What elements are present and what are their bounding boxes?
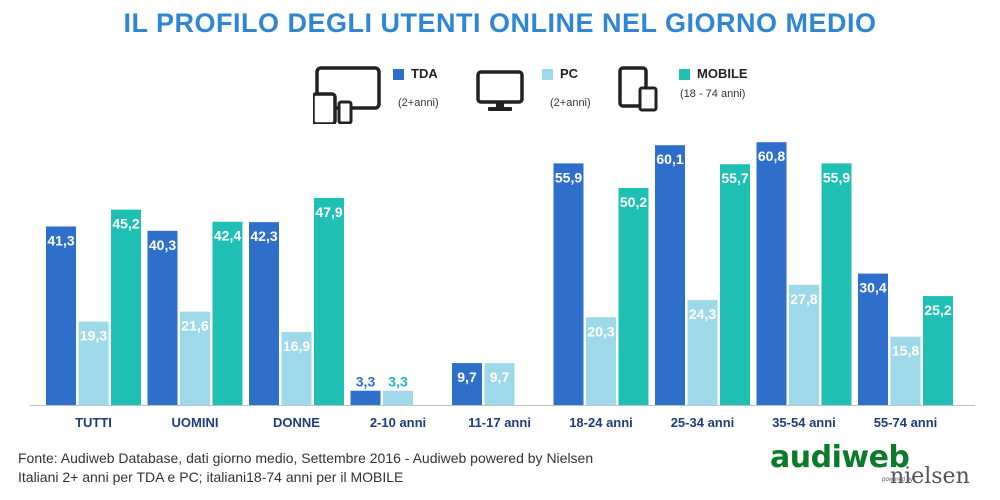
bar-mobile-0 [111, 209, 141, 405]
bar-tda-3 [350, 390, 381, 405]
data-label-tda-3: 3,3 [356, 374, 376, 390]
data-label-pc-7: 27,8 [790, 291, 817, 307]
bar-pc-3 [383, 390, 413, 405]
legend-label-mobile: MOBILE [697, 66, 748, 81]
logo-powered-by: powered by [882, 477, 914, 483]
data-label-tda-0: 41,3 [47, 232, 74, 248]
data-label-pc-1: 21,6 [181, 318, 208, 334]
bar-tda-1 [147, 230, 178, 405]
category-label-6: 25-34 anni [671, 415, 735, 430]
data-label-tda-7: 60,8 [758, 148, 785, 164]
data-label-tda-2: 42,3 [250, 228, 277, 244]
category-label-0: TUTTI [75, 415, 112, 430]
data-label-mobile-1: 42,4 [214, 228, 241, 244]
bar-mobile-8 [923, 296, 953, 405]
category-label-7: 35-54 anni [772, 415, 836, 430]
bar-mobile-1 [212, 221, 243, 405]
bar-tda-2 [249, 222, 279, 405]
data-label-mobile-6: 55,7 [721, 170, 748, 186]
source-line-2: Italiani 2+ anni per TDA e PC; italiani1… [18, 469, 404, 485]
bar-mobile-5 [618, 188, 649, 405]
audiweb-logo-text: audiweb [770, 440, 910, 475]
bar-pc-5 [586, 317, 616, 405]
bar-tda-5 [553, 163, 584, 405]
bar-mobile-2 [314, 197, 344, 405]
tablet-phone-icon [618, 66, 658, 112]
source-note: Fonte: Audiweb Database, dati giorno med… [18, 449, 593, 487]
category-label-2: DONNE [273, 415, 320, 430]
data-label-pc-4: 9,7 [490, 369, 510, 385]
bar-pc-0 [78, 321, 109, 405]
legend-sub-tda: (2+anni) [398, 97, 439, 109]
bar-mobile-6 [720, 164, 750, 405]
bar-pc-2 [281, 331, 312, 405]
data-label-mobile-8: 25,2 [924, 302, 951, 318]
data-label-pc-8: 15,8 [892, 343, 919, 359]
bar-pc-7 [789, 284, 819, 405]
bar-tda-7 [756, 142, 787, 405]
legend-sub-pc: (2+anni) [550, 97, 591, 109]
category-label-8: 55-74 anni [874, 415, 938, 430]
data-label-mobile-5: 50,2 [620, 194, 647, 210]
legend: TDA (2+anni) PC (2+anni) MOBILE (18 - 74… [0, 0, 1000, 130]
bar-pc-8 [890, 336, 921, 405]
data-label-pc-5: 20,3 [587, 323, 614, 339]
category-label-4: 11-17 anni [468, 415, 531, 430]
bar-tda-4 [452, 363, 482, 405]
bar-tda-6 [655, 145, 685, 406]
source-line-1: Fonte: Audiweb Database, dati giorno med… [18, 450, 594, 466]
audiweb-nielsen-logo: audiweb powered by nielsen [770, 440, 985, 495]
monitor-icon [476, 70, 524, 111]
category-label-3: 2-10 anni [370, 415, 426, 430]
data-label-tda-5: 55,9 [555, 169, 582, 185]
data-label-mobile-7: 55,9 [823, 169, 850, 185]
bar-pc-4 [484, 363, 515, 405]
data-label-pc-0: 19,3 [80, 328, 107, 344]
bar-mobile-7 [821, 163, 852, 405]
data-label-tda-8: 30,4 [859, 280, 886, 296]
data-label-tda-1: 40,3 [149, 237, 176, 253]
legend-label-pc: PC [560, 66, 579, 81]
legend-swatch-pc [542, 69, 553, 80]
legend-sub-mobile: (18 - 74 anni) [680, 88, 746, 100]
category-label-5: 18-24 anni [569, 415, 633, 430]
data-label-tda-4: 9,7 [457, 369, 477, 385]
data-label-mobile-2: 47,9 [315, 204, 342, 220]
bar-tda-0 [46, 226, 76, 405]
legend-swatch-tda [393, 69, 404, 80]
data-label-pc-6: 24,3 [689, 306, 716, 322]
bar-tda-8 [858, 273, 888, 405]
nielsen-logo-text: nielsen [890, 464, 970, 489]
data-label-pc-3: 3,3 [388, 374, 408, 390]
bar-pc-6 [687, 299, 718, 405]
data-label-pc-2: 16,9 [283, 338, 310, 354]
chart-title: IL PROFILO DEGLI UTENTI ONLINE NEL GIORN… [123, 8, 877, 38]
multi-device-icon [313, 66, 381, 124]
legend-swatch-mobile [679, 69, 690, 80]
data-label-mobile-0: 45,2 [112, 216, 139, 232]
bar-chart: 41,3 19,3 45,2 TUTTI 40,3 21,6 42,4 UOMINI 42,3 1… [30, 142, 975, 430]
category-label-1: UOMINI [172, 415, 219, 430]
bar-pc-1 [180, 311, 210, 405]
data-label-tda-6: 60,1 [656, 151, 683, 167]
legend-label-tda: TDA [411, 66, 438, 81]
